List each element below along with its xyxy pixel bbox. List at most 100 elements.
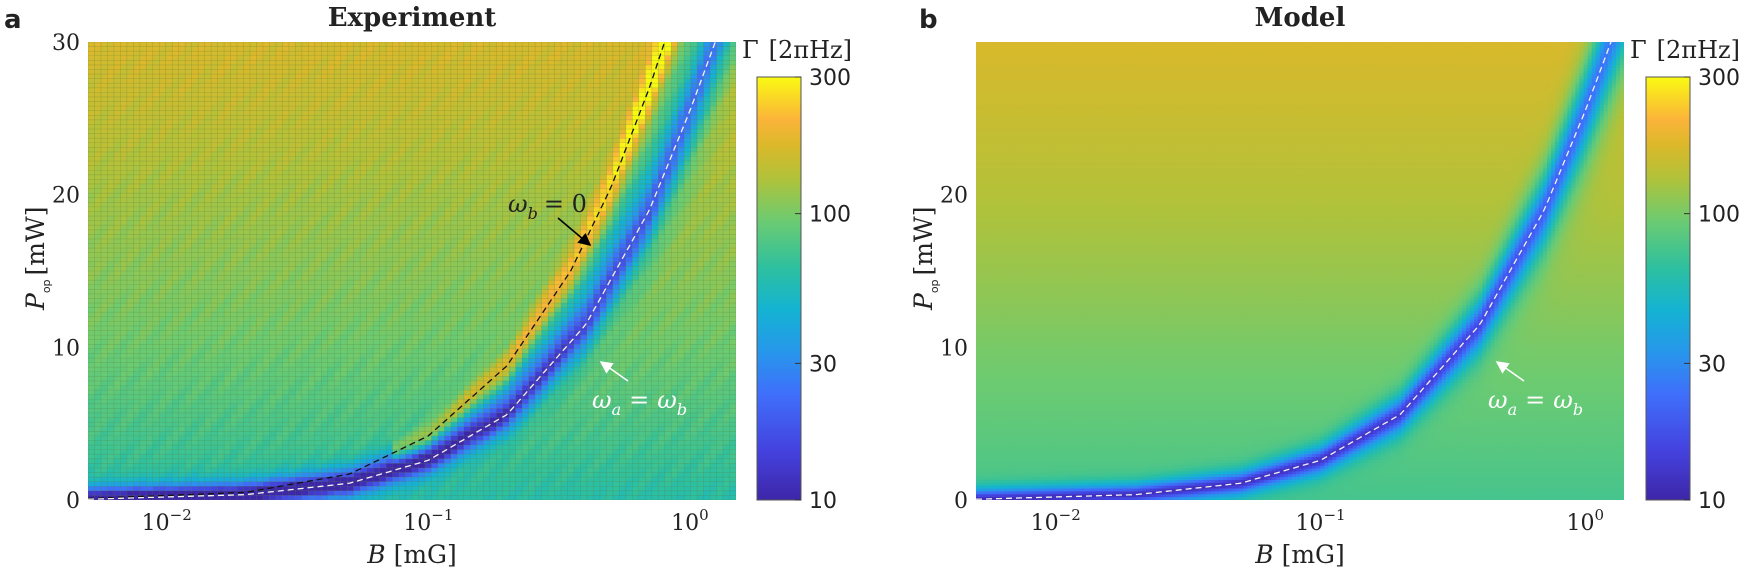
heatmap-cell — [548, 83, 556, 89]
heatmap-cell — [379, 234, 387, 240]
heatmap-cell — [444, 234, 452, 240]
heatmap-cell — [321, 197, 329, 203]
heatmap-cell — [444, 106, 452, 112]
heatmap-cell — [392, 193, 400, 199]
heatmap-cell — [301, 193, 309, 199]
heatmap-cell — [295, 87, 303, 93]
heatmap-cell — [489, 193, 497, 199]
heatmap-cell — [269, 266, 277, 272]
heatmap-cell — [412, 183, 420, 190]
heatmap-cell — [716, 64, 724, 71]
heatmap-cell — [204, 87, 212, 93]
heatmap-cell — [496, 165, 504, 171]
heatmap-cell — [373, 115, 381, 121]
heatmap-cell — [612, 87, 620, 93]
heatmap-cell — [269, 161, 277, 167]
heatmap-cell — [314, 124, 322, 130]
heatmap-cell — [301, 101, 309, 107]
heatmap-cell — [431, 55, 439, 61]
heatmap-cell — [489, 183, 497, 190]
heatmap-cell — [450, 170, 458, 176]
heatmap-cell — [146, 51, 154, 57]
heatmap-cell — [172, 188, 180, 194]
heatmap-cell — [178, 96, 186, 103]
heatmap-cell — [418, 96, 426, 103]
heatmap-cell — [139, 138, 147, 144]
heatmap-cell — [586, 138, 595, 144]
heatmap-cell — [327, 69, 335, 75]
heatmap-cell — [424, 78, 433, 84]
heatmap-cell — [535, 92, 543, 98]
heatmap-cell — [450, 188, 458, 194]
heatmap-cell — [282, 266, 290, 272]
heatmap-cell — [554, 266, 562, 272]
heatmap-cell — [217, 69, 225, 75]
heatmap-cell — [664, 133, 672, 139]
heatmap-cell — [94, 193, 102, 199]
heatmap-cell — [593, 129, 601, 135]
heatmap-cell — [256, 106, 264, 112]
heatmap-cell — [580, 174, 588, 180]
heatmap-cell — [107, 129, 115, 135]
heatmap-cell — [159, 234, 167, 240]
heatmap-cell — [334, 55, 342, 61]
heatmap-cell — [515, 110, 523, 116]
heatmap-cell — [198, 234, 206, 240]
heatmap-cell — [612, 101, 620, 107]
heatmap-cell — [107, 106, 115, 112]
heatmap-cell — [645, 266, 653, 272]
heatmap-cell — [250, 197, 258, 203]
heatmap-cell — [457, 119, 465, 126]
heatmap-cell — [515, 220, 523, 226]
heatmap-cell — [347, 225, 355, 231]
heatmap-cell — [107, 64, 115, 71]
heatmap-cell — [632, 229, 640, 235]
heatmap-cell — [275, 161, 283, 167]
heatmap-cell — [716, 138, 724, 144]
heatmap-cell — [126, 183, 134, 190]
heatmap-cell — [567, 248, 575, 254]
heatmap-cell — [528, 46, 536, 52]
heatmap-cell — [612, 83, 620, 89]
heatmap-cell — [366, 266, 374, 272]
heatmap-cell — [133, 87, 141, 93]
heatmap-cell — [580, 179, 588, 185]
heatmap-cell — [94, 69, 102, 75]
heatmap-cell — [360, 206, 368, 213]
heatmap-cell — [586, 229, 595, 235]
heatmap-cell — [502, 229, 510, 235]
heatmap-cell — [172, 147, 180, 153]
heatmap-cell — [250, 133, 258, 139]
heatmap-cell — [269, 197, 277, 203]
heatmap-cell — [606, 206, 614, 213]
heatmap-cell — [476, 46, 484, 52]
heatmap-cell — [133, 55, 141, 61]
heatmap-cell — [489, 124, 497, 130]
heatmap-cell — [541, 188, 549, 194]
heatmap-cell — [386, 46, 394, 52]
heatmap-cell — [424, 243, 433, 249]
heatmap-cell — [599, 74, 607, 80]
heatmap-cell — [120, 51, 128, 57]
heatmap-cell — [437, 78, 445, 84]
heatmap-cell — [152, 42, 160, 48]
heatmap-cell — [250, 156, 258, 162]
heatmap-cell — [100, 261, 109, 268]
heatmap-cell — [489, 69, 497, 75]
heatmap-cell — [250, 147, 258, 153]
heatmap-cell — [360, 129, 368, 135]
heatmap-cell — [535, 220, 543, 226]
heatmap-cell — [716, 229, 724, 235]
heatmap-cell — [638, 106, 646, 112]
heatmap-cell — [431, 119, 439, 126]
heatmap-cell — [211, 220, 219, 226]
heatmap-cell — [340, 147, 348, 153]
heatmap-cell — [392, 96, 400, 103]
heatmap-cell — [230, 83, 238, 89]
heatmap-cell — [723, 257, 731, 263]
heatmap-cell — [489, 110, 497, 116]
heatmap-cell — [275, 183, 283, 190]
heatmap-cell — [651, 261, 659, 268]
heatmap-cell — [548, 216, 556, 222]
heatmap-cell — [152, 101, 160, 107]
